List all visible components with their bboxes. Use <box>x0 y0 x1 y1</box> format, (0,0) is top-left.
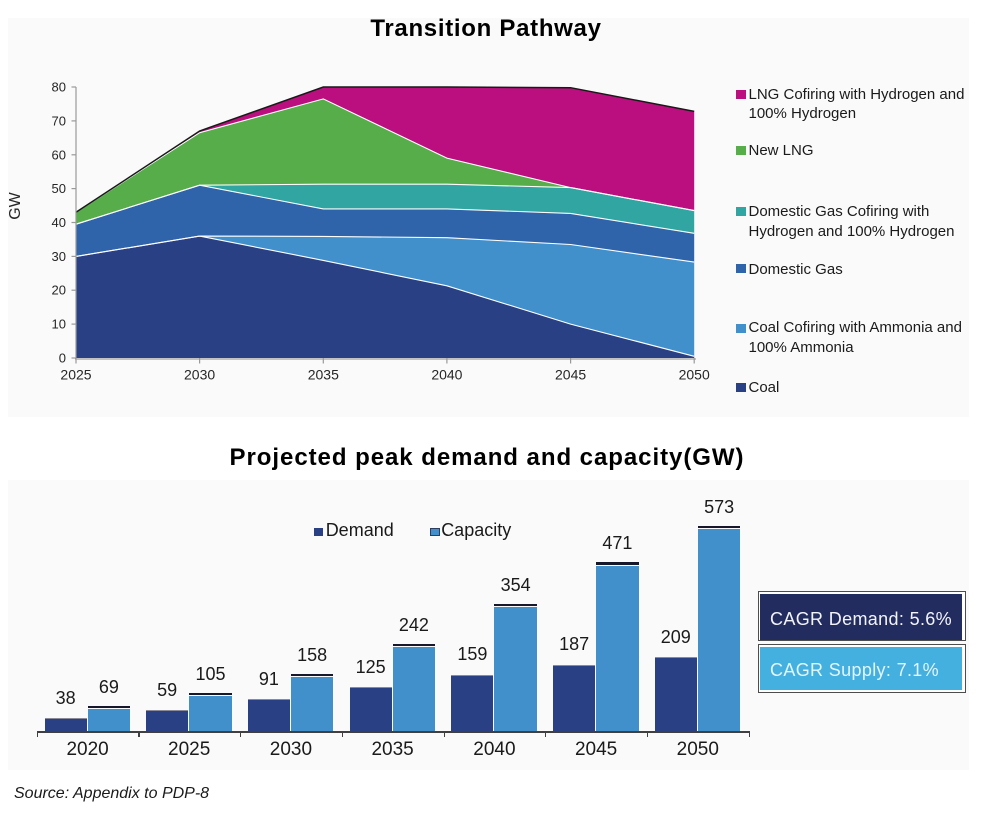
svg-text:40: 40 <box>52 215 66 230</box>
svg-text:10: 10 <box>52 317 66 332</box>
svg-text:2025: 2025 <box>60 367 91 383</box>
svg-text:2045: 2045 <box>555 367 586 383</box>
svg-text:2050: 2050 <box>679 367 710 383</box>
svg-text:50: 50 <box>52 181 66 196</box>
svg-text:0: 0 <box>59 351 66 366</box>
svg-text:30: 30 <box>52 249 66 264</box>
svg-text:2040: 2040 <box>431 367 462 383</box>
svg-text:80: 80 <box>52 80 66 95</box>
svg-text:20: 20 <box>52 283 66 298</box>
svg-text:60: 60 <box>52 147 66 162</box>
svg-text:2030: 2030 <box>184 367 215 383</box>
svg-text:2035: 2035 <box>308 367 339 383</box>
svg-text:70: 70 <box>52 113 66 128</box>
